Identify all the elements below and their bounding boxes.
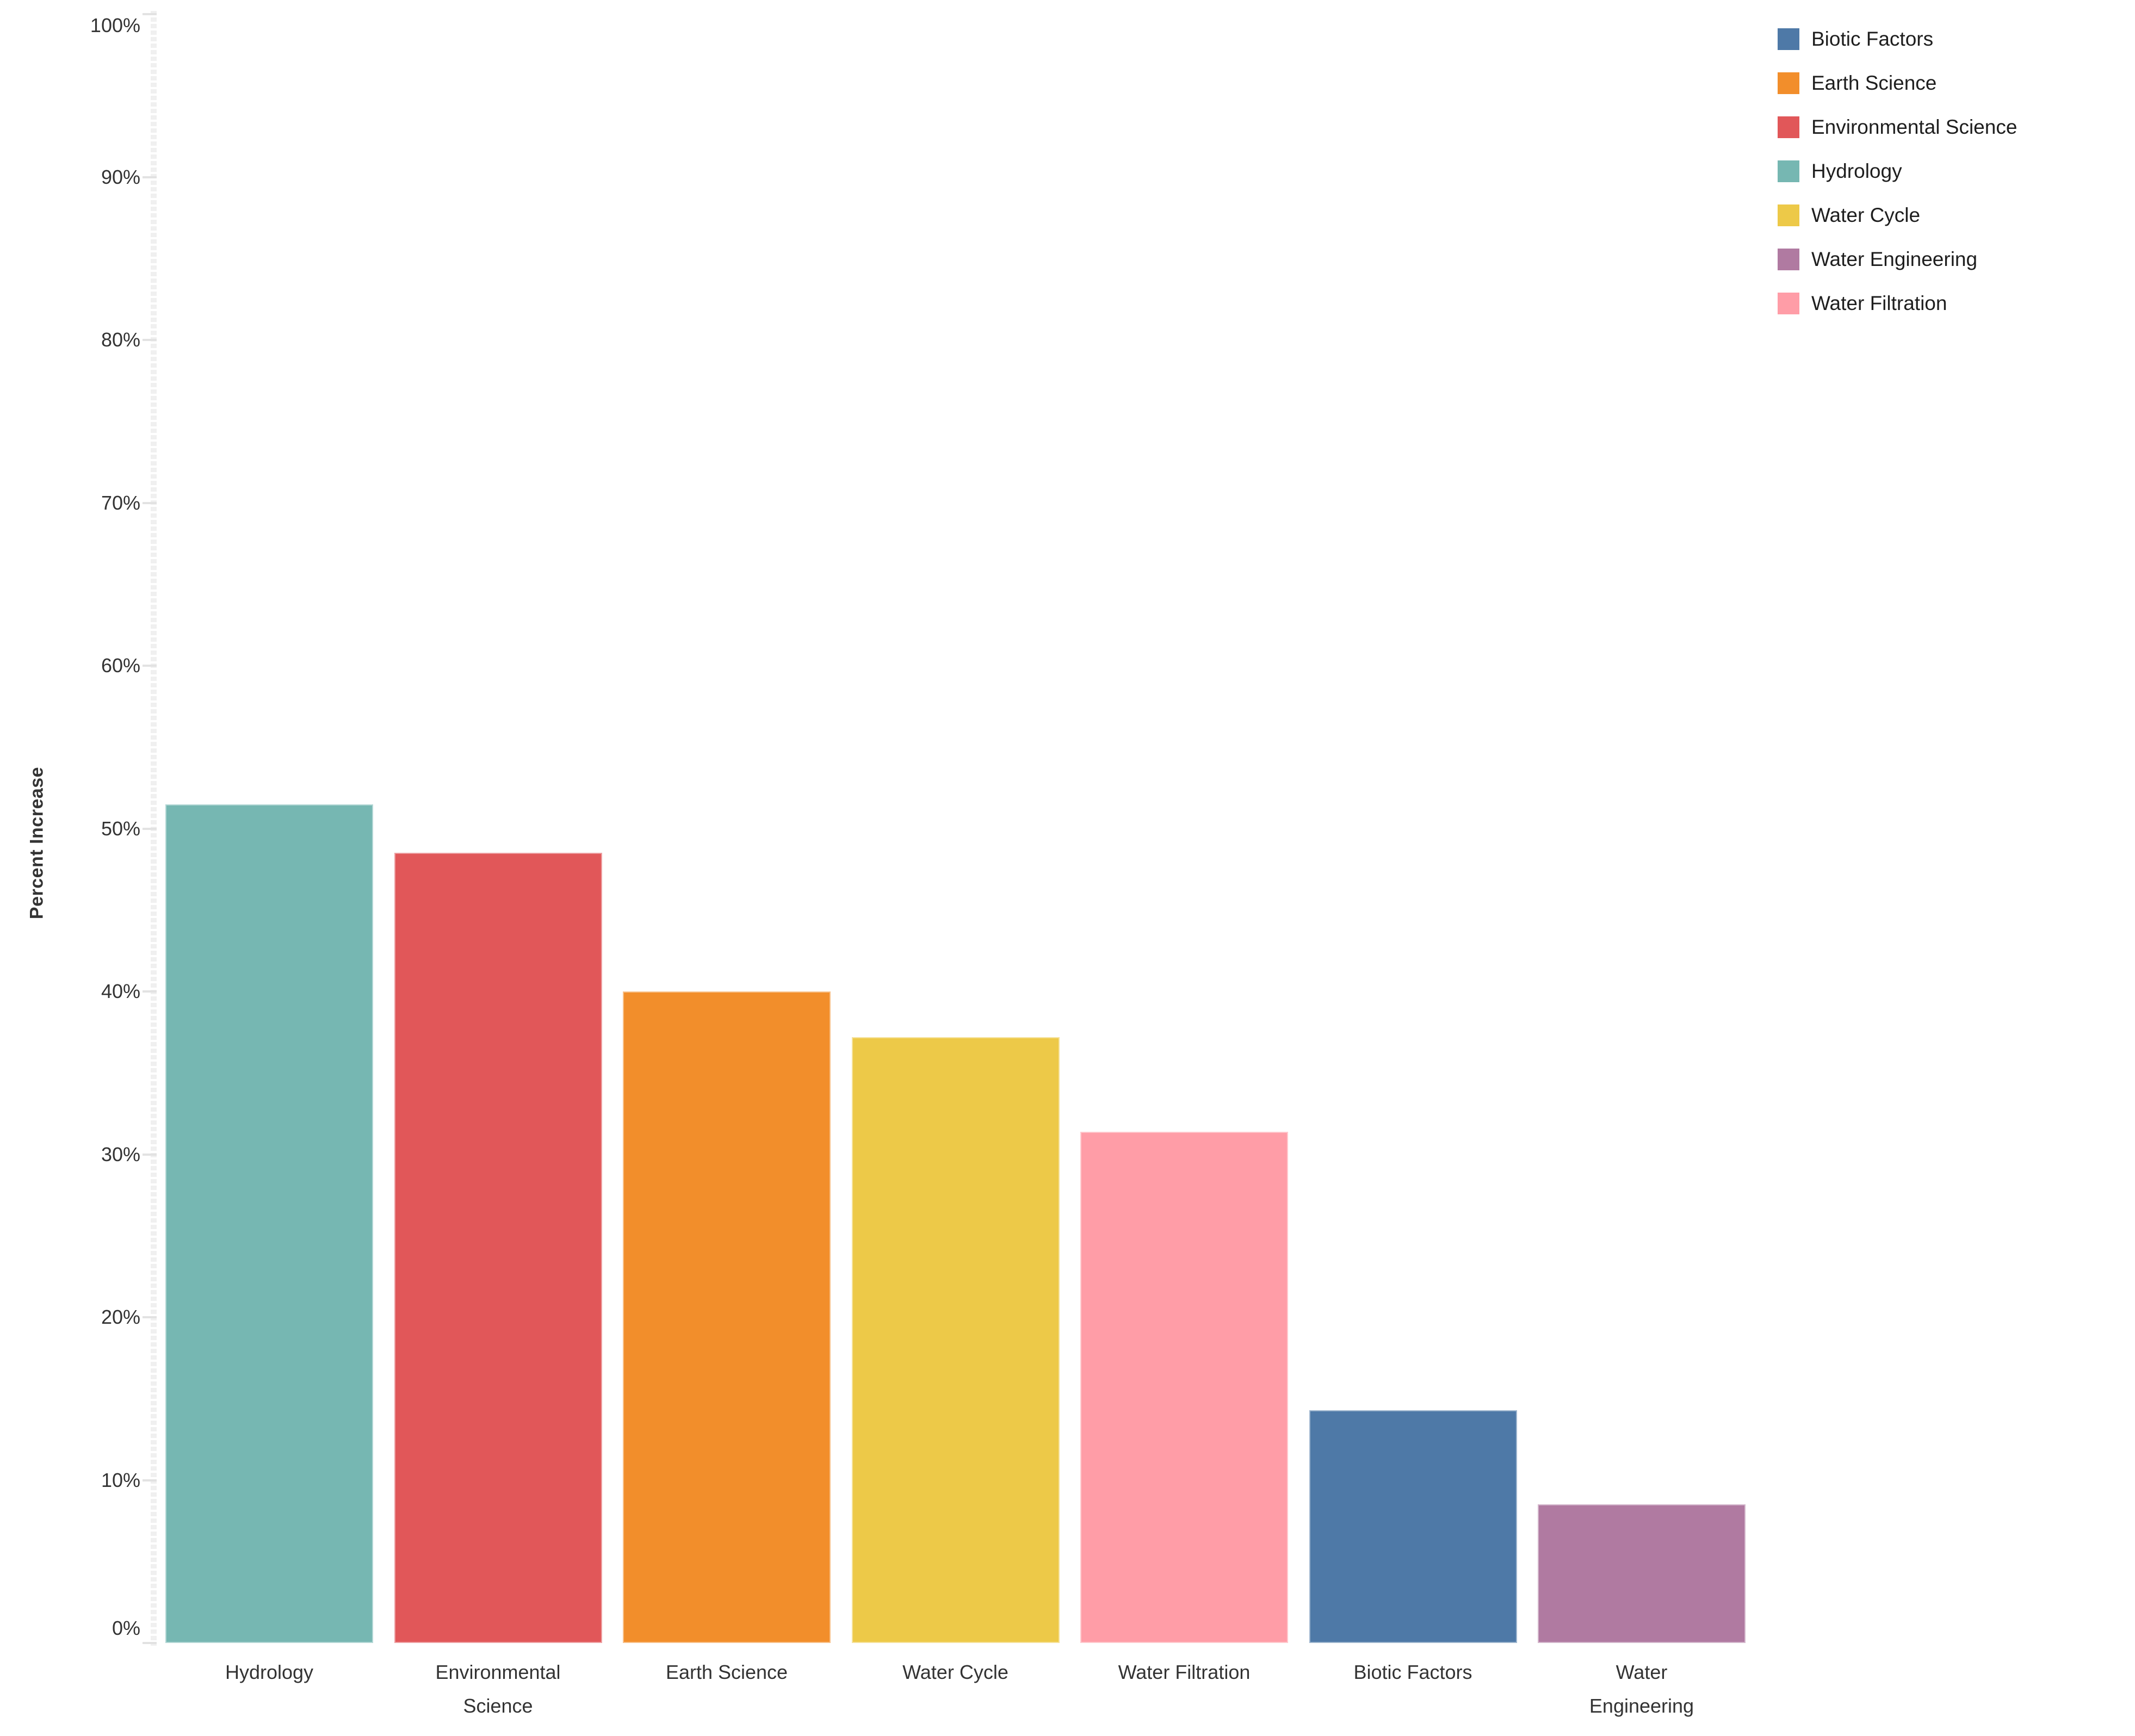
bar-earth-science[interactable] bbox=[623, 991, 831, 1643]
legend-label: Environmental Science bbox=[1811, 115, 2018, 138]
y-axis-tick-mark bbox=[143, 501, 157, 504]
bar-hydrology[interactable] bbox=[165, 804, 373, 1643]
bar-water-engineering[interactable] bbox=[1538, 1504, 1746, 1643]
legend-swatch-water-filtration bbox=[1778, 292, 1799, 314]
legend-swatch-hydrology bbox=[1778, 160, 1799, 182]
y-axis-tick-mark bbox=[143, 990, 157, 993]
y-axis-tick-label: 100% bbox=[90, 14, 140, 36]
y-axis-tick-label: 80% bbox=[101, 328, 140, 351]
legend-swatch-environmental-science bbox=[1778, 116, 1799, 138]
y-axis-tick-label: 90% bbox=[101, 165, 140, 188]
x-axis-label-biotic-factors: Biotic Factors bbox=[1353, 1661, 1472, 1683]
legend-swatch-biotic-factors bbox=[1778, 28, 1799, 50]
legend-item-earth-science[interactable]: Earth Science bbox=[1778, 61, 2017, 105]
x-axis-label-earth-science: Earth Science bbox=[665, 1661, 788, 1683]
x-axis-label-water-filtration: Water Filtration bbox=[1118, 1661, 1251, 1683]
x-axis-label-water-engineering: Water Engineering bbox=[1589, 1661, 1694, 1717]
bar-water-filtration[interactable] bbox=[1080, 1132, 1288, 1643]
x-axis-label-water-cycle: Water Cycle bbox=[902, 1661, 1008, 1683]
y-axis-tick-label: 60% bbox=[101, 654, 140, 677]
bar-biotic-factors[interactable] bbox=[1309, 1410, 1517, 1643]
y-axis-tick-mark bbox=[143, 1642, 157, 1644]
legend-item-water-engineering[interactable]: Water Engineering bbox=[1778, 237, 2017, 281]
legend-swatch-earth-science bbox=[1778, 72, 1799, 94]
y-axis-tick-label: 0% bbox=[112, 1617, 140, 1639]
y-axis-tick-label: 50% bbox=[101, 817, 140, 840]
x-axis-label-environmental-science: Environmental Science bbox=[435, 1661, 561, 1717]
y-axis-tick-mark bbox=[143, 339, 157, 341]
legend-item-water-filtration[interactable]: Water Filtration bbox=[1778, 281, 2017, 325]
x-axis-label-hydrology: Hydrology bbox=[225, 1661, 314, 1683]
legend: Biotic Factors Earth Science Environmental… bbox=[1778, 17, 2017, 325]
legend-label: Water Filtration bbox=[1811, 292, 1947, 314]
y-axis-tick-mark bbox=[143, 827, 157, 830]
legend-swatch-water-cycle bbox=[1778, 204, 1799, 226]
legend-item-hydrology[interactable]: Hydrology bbox=[1778, 149, 2017, 193]
y-axis-tick-mark bbox=[143, 1316, 157, 1318]
legend-label: Hydrology bbox=[1811, 159, 1902, 182]
legend-item-biotic-factors[interactable]: Biotic Factors bbox=[1778, 17, 2017, 61]
y-axis-tick-mark bbox=[143, 665, 157, 667]
legend-label: Water Engineering bbox=[1811, 247, 1978, 270]
y-axis-tick-label: 30% bbox=[101, 1143, 140, 1165]
y-axis-tick-label: 40% bbox=[101, 980, 140, 1002]
legend-label: Biotic Factors bbox=[1811, 27, 1934, 50]
y-axis-title: Percent Increase bbox=[26, 766, 47, 920]
legend-label: Earth Science bbox=[1811, 71, 1937, 94]
y-axis-tick-label: 70% bbox=[101, 491, 140, 514]
y-axis-tick-mark bbox=[143, 13, 157, 15]
legend-label: Water Cycle bbox=[1811, 203, 1921, 226]
y-axis-tick-mark bbox=[143, 176, 157, 178]
bar-environmental-science[interactable] bbox=[394, 853, 602, 1643]
legend-item-water-cycle[interactable]: Water Cycle bbox=[1778, 193, 2017, 237]
y-axis-tick-mark bbox=[143, 1153, 157, 1156]
y-axis-tick-mark bbox=[143, 1479, 157, 1481]
y-axis-tick-label: 10% bbox=[101, 1468, 140, 1491]
y-axis-tick-label: 20% bbox=[101, 1306, 140, 1328]
legend-swatch-water-engineering bbox=[1778, 248, 1799, 270]
legend-item-environmental-science[interactable]: Environmental Science bbox=[1778, 105, 2017, 149]
bar-water-cycle[interactable] bbox=[851, 1037, 1060, 1643]
